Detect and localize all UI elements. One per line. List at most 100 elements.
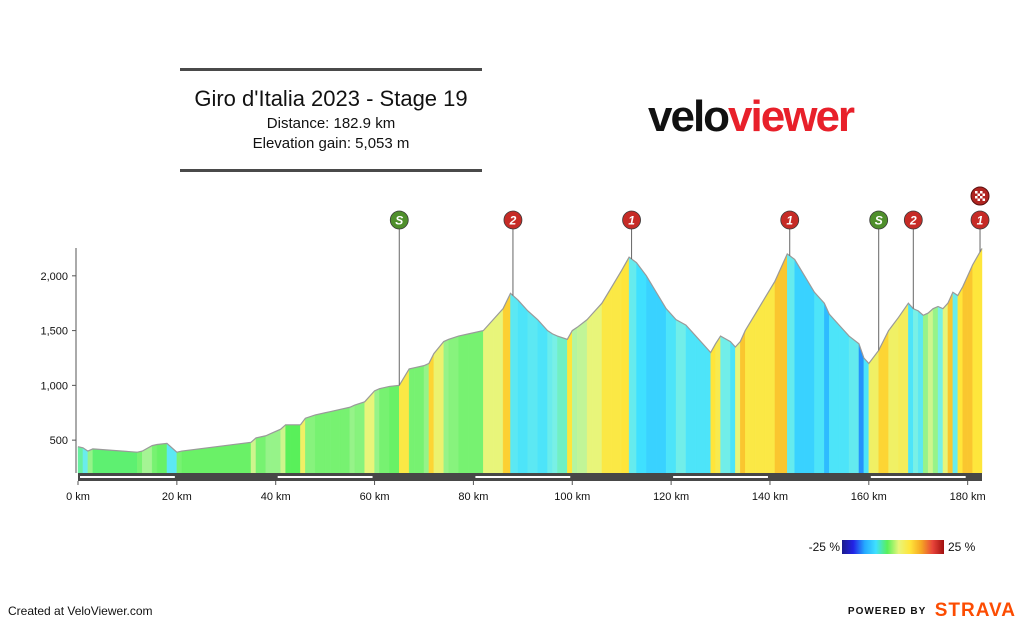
- x-axis-ticks: 0 km 20 km 40 km 60 km 80 km 100 km 120 km 140 …: [66, 481, 986, 503]
- km-strip: [80, 476, 175, 478]
- powered-by-text: POWERED BY: [847, 605, 927, 617]
- marker-label: 2: [509, 214, 517, 228]
- checker-square: [977, 193, 981, 196]
- gradient-segment: [665, 308, 677, 474]
- title-rule-bottom: [180, 169, 482, 172]
- gradient-segment: [483, 319, 494, 474]
- gradient-segment: [922, 312, 929, 474]
- checker-square: [975, 191, 978, 194]
- gradient-segment: [858, 343, 865, 474]
- gradient-segment: [957, 286, 963, 474]
- gradient-segment: [428, 353, 435, 474]
- credit-text: Created at VeloViewer.com: [8, 604, 153, 618]
- gradient-segment: [918, 310, 924, 474]
- climb-category-marker: [903, 210, 923, 230]
- gradient-segment: [908, 302, 914, 474]
- gradient-segment: [735, 341, 741, 474]
- gradient-segment: [824, 303, 830, 474]
- gradient-segment: [354, 401, 365, 474]
- km-strip: [870, 476, 966, 478]
- gradient-segment: [848, 335, 860, 474]
- gradient-segment: [364, 390, 375, 474]
- gradient-segment: [527, 310, 538, 474]
- gradient-segment: [937, 306, 944, 474]
- gradient-segment: [408, 367, 415, 474]
- x-tick-label: 20 km: [162, 491, 192, 503]
- gradient-segment: [557, 335, 568, 474]
- logo-velo: velo: [648, 92, 730, 141]
- marker-label: 2: [909, 214, 917, 228]
- gradient-segment: [87, 448, 94, 474]
- gradient-segment: [329, 409, 341, 474]
- gradient-segment: [787, 253, 795, 474]
- gradient-segment: [572, 326, 578, 474]
- km-strip: [673, 476, 768, 478]
- marker-label: S: [875, 214, 883, 228]
- gradient-segment: [300, 417, 306, 474]
- title-rule-top: [180, 68, 482, 71]
- gradient-segment: [952, 291, 958, 474]
- legend-color-scale: [842, 540, 944, 554]
- gradient-segment: [715, 335, 721, 474]
- climb-category-marker: [970, 210, 990, 230]
- gradient-segment: [137, 450, 143, 474]
- gradient-segment: [379, 386, 390, 474]
- gradient-segment: [265, 433, 271, 474]
- gradient-segment: [695, 335, 706, 474]
- profile-outline: [77, 248, 983, 453]
- veloviewer-logo: veloviewer: [648, 92, 855, 141]
- title-box: Giro d'Italia 2023 - Stage 19 Distance: …: [180, 68, 482, 172]
- gradient-segment: [774, 253, 788, 474]
- gradient-segment-fills: [77, 247, 983, 474]
- gradient-segment: [764, 280, 776, 474]
- gradient-segment: [250, 437, 257, 474]
- gradient-segment: [517, 299, 528, 474]
- gradient-segment: [967, 264, 973, 474]
- gradient-segment: [255, 435, 267, 474]
- gradient-segment: [151, 444, 158, 474]
- marker-label: 1: [628, 214, 635, 228]
- gradient-segment: [740, 330, 746, 474]
- x-tick-label: 140 km: [752, 491, 788, 503]
- y-axis-ticks: 500 1,000 1,500 2,000: [40, 271, 76, 447]
- gradient-segment: [280, 424, 286, 474]
- km-strip: [277, 476, 373, 478]
- climb-category-marker: [622, 210, 641, 230]
- gradient-segment: [720, 335, 731, 474]
- gradient-segment: [285, 424, 291, 474]
- gradient-segment: [814, 291, 825, 474]
- checker-square: [982, 198, 986, 201]
- gradient-segment: [290, 424, 301, 474]
- logo-viewer: viewer: [728, 92, 855, 141]
- gradient-segment: [547, 330, 553, 474]
- y-tick-label: 500: [50, 435, 68, 447]
- legend-max-label: 25 %: [948, 540, 976, 554]
- marker-label: 1: [786, 214, 793, 228]
- checker-square: [980, 196, 983, 199]
- gradient-segment: [804, 275, 815, 474]
- gradient-segment: [443, 339, 449, 474]
- km-strip: [475, 476, 571, 478]
- gradient-segment: [794, 258, 805, 474]
- gradient-segment: [927, 308, 934, 474]
- gradient-segment: [942, 302, 949, 474]
- gradient-segment: [838, 324, 850, 474]
- marker-label: 1: [977, 214, 984, 228]
- strava-logo: STRAVA: [934, 600, 1016, 621]
- gradient-segment: [324, 411, 331, 474]
- gradient-segment: [685, 324, 697, 474]
- gradient-segment: [423, 363, 430, 474]
- gradient-segment: [636, 262, 647, 474]
- gradient-segment: [82, 447, 89, 474]
- x-tick-label: 80 km: [458, 491, 488, 503]
- gradient-segment: [92, 448, 138, 474]
- gradient-segment: [510, 292, 519, 474]
- x-tick-label: 0 km: [66, 491, 90, 503]
- x-tick-label: 180 km: [950, 491, 986, 503]
- stage-distance: Distance: 182.9 km: [266, 115, 396, 132]
- gradient-segment: [611, 269, 622, 474]
- x-tick-label: 120 km: [653, 491, 689, 503]
- x-tick-label: 40 km: [261, 491, 291, 503]
- gradient-segment: [458, 333, 469, 474]
